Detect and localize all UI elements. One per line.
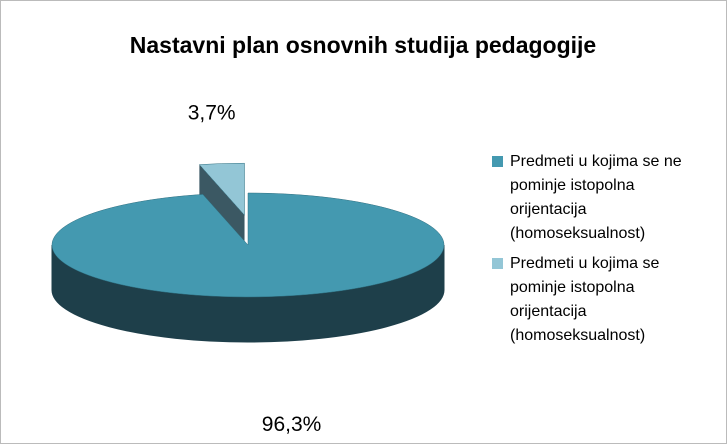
chart-title: Nastavni plan osnovnih studija pedagogij… xyxy=(130,32,596,58)
data-label: 96,3% xyxy=(262,413,322,436)
data-label: 3,7% xyxy=(188,101,236,124)
legend-swatch xyxy=(492,258,503,269)
legend-entry: Predmeti u kojima se ne pominje istopoln… xyxy=(492,150,692,246)
legend-label: Predmeti u kojima se pominje istopolna o… xyxy=(510,255,660,344)
slice-top xyxy=(198,162,245,216)
legend-swatch xyxy=(492,156,503,167)
slice-top xyxy=(51,192,445,298)
legend-label: Predmeti u kojima se ne pominje istopoln… xyxy=(510,153,682,242)
legend-entry: Predmeti u kojima se pominje istopolna o… xyxy=(492,252,692,348)
